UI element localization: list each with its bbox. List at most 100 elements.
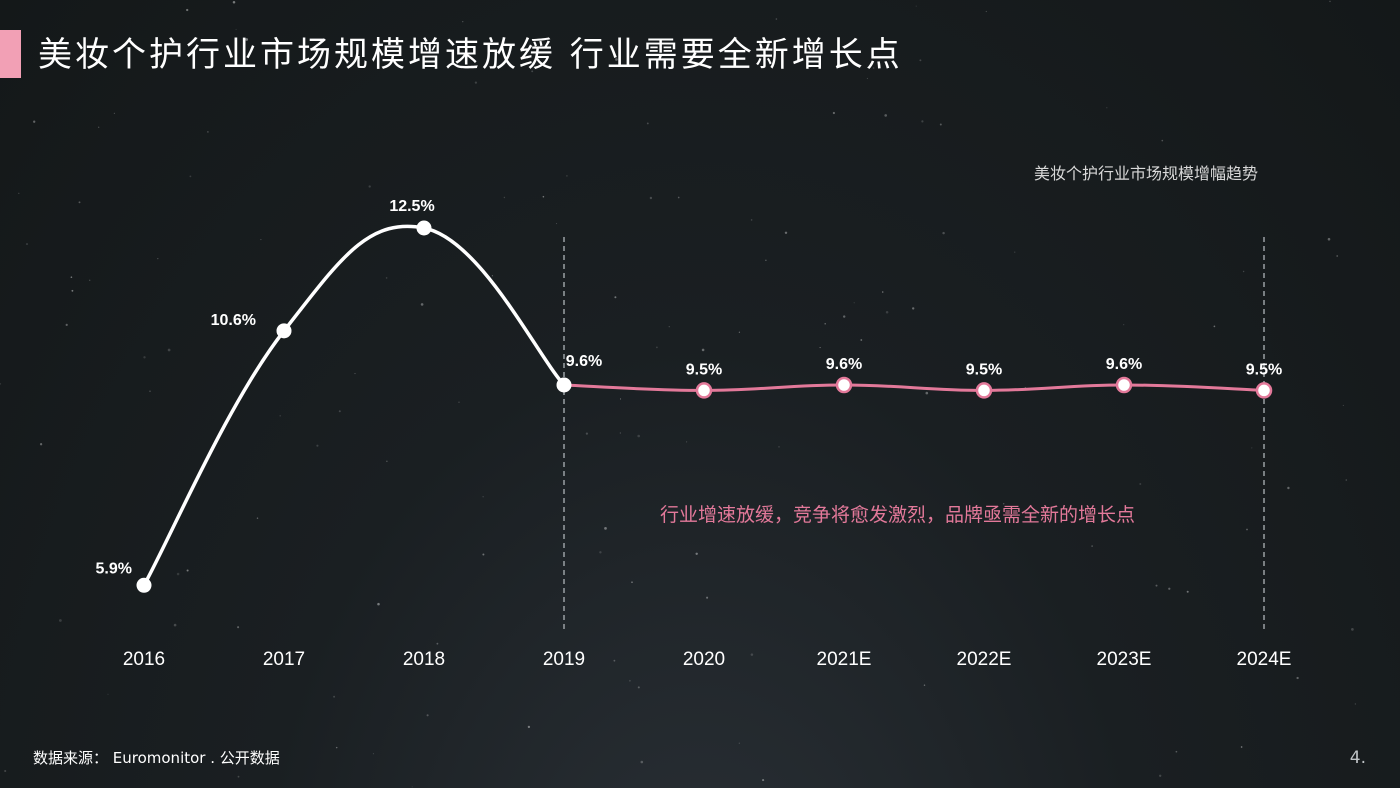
data-point [1255,382,1273,399]
star-dot [853,302,855,304]
star-dot [738,742,740,744]
star-dot [765,259,767,261]
x-axis-tick-label: 2018 [403,649,445,670]
star-dot [426,714,429,717]
data-label: 9.5% [966,361,1002,378]
star-dot [912,307,915,310]
star-dot [566,175,568,177]
star-dot [189,175,192,178]
star-dot [677,196,680,199]
star-dot [1287,486,1290,490]
data-point [136,577,152,593]
star-dot [706,596,709,599]
star-dot [354,373,356,375]
star-dot [614,296,617,299]
star-dot [738,331,741,333]
star-dot [491,275,493,277]
star-dot [1336,255,1339,257]
star-dot [186,569,189,572]
star-dot [1345,479,1348,481]
star-dot [0,382,2,385]
star-dot [1342,404,1344,406]
data-point [276,323,292,339]
star-dot [386,460,388,462]
star-dot [668,326,670,328]
star-dot [820,519,822,522]
star-dot [333,695,336,698]
star-dot [1106,107,1108,109]
star-dot [235,28,237,31]
page-title: 美妆个护行业市场规模增速放缓 行业需要全新增长点 [38,35,903,75]
star-dot [71,289,74,292]
star-dot [599,551,602,554]
star-dot [411,786,413,788]
star-dot [872,67,875,69]
star-dot [65,323,68,327]
title-accent-bar [0,30,21,78]
data-source-note: 数据来源： Euromonitor . 公开数据 [33,749,280,767]
star-dot [186,8,189,12]
star-dot [762,779,765,782]
star-dot [482,553,485,556]
forecast-series-line [563,383,1265,392]
star-dot [784,231,788,235]
historical-series-line [142,224,566,587]
star-dot [915,5,917,7]
star-dot [59,619,62,622]
data-point [975,382,993,399]
star-dot [385,277,388,279]
star-dot [640,760,644,764]
star-dot [919,59,922,62]
x-axis-tick-label: 2023E [1097,649,1152,670]
star-dot [113,112,116,115]
star-dot [750,219,753,221]
star-dot [237,775,240,778]
data-label: 9.6% [1106,356,1142,373]
star-dot [377,602,380,606]
star-dot [604,527,607,530]
chart-annotation: 行业增速放缓，竞争将愈发激烈，品牌亟需全新的增长点 [660,504,1136,526]
star-dot [70,276,73,279]
x-axis-tick-label: 2020 [683,649,725,670]
data-label: 9.6% [826,356,862,373]
star-dot [1354,703,1357,705]
star-dot [372,753,374,755]
star-dot [690,40,693,42]
x-axis-tick-label: 2019 [543,649,585,670]
star-dot [1246,528,1248,531]
star-dot [78,201,81,204]
star-dot [884,114,888,117]
data-label: 12.5% [389,198,434,215]
star-dot [1161,139,1164,142]
star-dot [843,315,846,318]
star-dot [750,653,754,656]
star-dot [474,81,478,84]
star-dot [1168,587,1171,590]
star-dot [157,258,159,260]
star-dot [637,686,640,689]
star-dot [98,126,100,128]
chart-title: 美妆个护行业市场规模增幅趋势 [1033,164,1258,183]
star-dot [232,1,236,4]
star-dot [1014,251,1016,253]
star-dot [335,746,338,749]
star-dot [88,279,91,282]
star-dot [686,441,688,443]
data-label: 9.6% [566,353,602,370]
star-dot [656,346,658,349]
star-dot [167,348,171,352]
star-dot [832,111,836,115]
star-dot [338,410,341,413]
star-dot [1002,502,1005,505]
data-label: 9.5% [1246,361,1282,378]
star-dot [143,356,146,359]
star-dot [1159,774,1162,777]
data-label: 10.6% [211,312,256,329]
star-dot [819,347,821,349]
star-dot [173,623,177,627]
star-dot [1251,447,1253,449]
star-dot [245,38,249,41]
star-dot [237,626,240,629]
star-dot [33,120,36,123]
